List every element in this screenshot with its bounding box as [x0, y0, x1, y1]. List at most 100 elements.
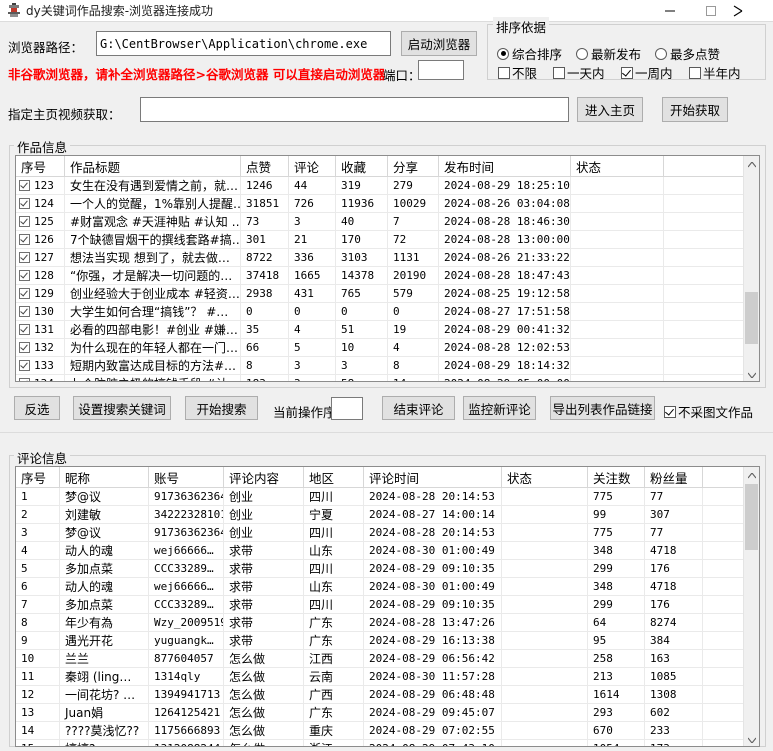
table-row[interactable]: 128 “你强，才是解决一切问题的… 37418 1665 14378 20190 2024…: [16, 267, 759, 285]
comments-grid[interactable]: 序号 昵称 账号 评论内容 地区 评论时间 状态 关注数 粉丝量 1 梦@议 917…: [15, 466, 760, 747]
row-checkbox-icon[interactable]: [19, 306, 30, 317]
table-row[interactable]: 124 一个人的觉醒，1%靠别人提醒… 31851 726 11936 10029 2024…: [16, 195, 759, 213]
works-scrollbar[interactable]: [743, 156, 759, 381]
works-cell-shares: 4: [388, 339, 439, 356]
maximize-button[interactable]: [690, 0, 731, 21]
table-row[interactable]: 15婷婷?1312088244怎么做浙江2024-08-29 07:43:10 1…: [16, 740, 759, 746]
start-search-button[interactable]: 开始搜索: [185, 396, 258, 420]
works-cell-likes: 1246: [241, 177, 289, 194]
works-col-likes[interactable]: 点赞: [241, 156, 289, 176]
works-col-shares[interactable]: 分享: [388, 156, 439, 176]
skip-image-works-checkbox[interactable]: 不采图文作品: [664, 402, 753, 421]
works-col-status[interactable]: 状态: [571, 156, 664, 176]
row-checkbox-icon[interactable]: [19, 360, 30, 371]
port-input[interactable]: [418, 60, 464, 80]
row-checkbox-icon[interactable]: [19, 378, 30, 381]
works-col-extra[interactable]: [664, 156, 745, 176]
scroll-up-icon[interactable]: [744, 467, 759, 484]
scroll-down-icon[interactable]: [744, 366, 759, 381]
table-row[interactable]: 1 梦@议 91736362364 创业 四川 2024-08-28 20:14:53 77…: [16, 488, 759, 506]
table-row[interactable]: 129 创业经验大于创业成本 #轻资… 2938 431 765 579 2024-08-2…: [16, 285, 759, 303]
comments-col-nickname[interactable]: 昵称: [60, 467, 149, 487]
start-fetch-button[interactable]: 开始获取: [662, 97, 728, 122]
row-checkbox-icon[interactable]: [19, 288, 30, 299]
table-row[interactable]: 13 Juan娟 1264125421 怎么做 广东 2024-08-29 09:45:0…: [16, 704, 759, 722]
launch-browser-button[interactable]: 启动浏览器: [401, 31, 477, 56]
comments-col-fans[interactable]: 粉丝量: [645, 467, 703, 487]
invert-selection-button[interactable]: 反选: [14, 396, 60, 420]
minimize-button[interactable]: [649, 0, 690, 21]
table-row[interactable]: 8 年少有為 Wzy_2009519 求带 广东 2024-08-28 13:47:26 6…: [16, 614, 759, 632]
scroll-down-icon[interactable]: [744, 731, 759, 746]
table-row[interactable]: 123 女生在没有遇到爱情之前，就… 1246 44 319 279 2024-08-29 …: [16, 177, 759, 195]
row-checkbox-icon[interactable]: [19, 234, 30, 245]
browser-path-input[interactable]: G:\CentBrowser\Application\chrome.exe: [96, 31, 391, 56]
homepage-input[interactable]: [140, 97, 569, 122]
row-checkbox-icon[interactable]: [19, 216, 30, 227]
row-checkbox-icon[interactable]: [19, 252, 30, 263]
works-col-favorites[interactable]: 收藏: [336, 156, 388, 176]
table-row[interactable]: 3 梦@议 91736362364 创业 四川 2024-08-28 20:14:53 77…: [16, 524, 759, 542]
works-col-title[interactable]: 作品标题: [65, 156, 241, 176]
comments-col-account[interactable]: 账号: [149, 467, 224, 487]
works-grid[interactable]: 序号 作品标题 点赞 评论 收藏 分享 发布时间 状态 123 女生在没有遇到爱情…: [15, 155, 760, 382]
comments-col-region[interactable]: 地区: [304, 467, 364, 487]
monitor-comment-button[interactable]: 监控新评论: [463, 396, 536, 420]
time-checkbox-one-day[interactable]: 一天内: [553, 63, 605, 82]
works-col-time[interactable]: 发布时间: [439, 156, 571, 176]
table-row[interactable]: 7 多加点菜 CCC33289… 求带 四川 2024-08-29 09:10:35 299…: [16, 596, 759, 614]
export-links-button[interactable]: 导出列表作品链接: [550, 396, 655, 420]
table-row[interactable]: 5 多加点菜 CCC33289… 求带 四川 2024-08-29 09:10:35 299…: [16, 560, 759, 578]
table-row[interactable]: 132 为什么现在的年轻人都在一门… 66 5 10 4 2024-08-28 12:02:…: [16, 339, 759, 357]
works-row-index: 133: [34, 359, 54, 372]
table-row[interactable]: 133 短期内致富达成目标的方法#… 8 3 3 8 2024-08-29 18:14:32: [16, 357, 759, 375]
time-checkbox-half-year[interactable]: 半年内: [689, 63, 741, 82]
comments-col-following[interactable]: 关注数: [588, 467, 645, 487]
set-keyword-button[interactable]: 设置搜索关键词: [73, 396, 171, 420]
table-row[interactable]: 14 ????莫浅忆?? 1175666893 怎么做 重庆 2024-08-29 07:…: [16, 722, 759, 740]
row-checkbox-icon[interactable]: [19, 342, 30, 353]
table-row[interactable]: 9 遇光开花 yuguangk… 求带 广东 2024-08-29 16:13:38 95 3…: [16, 632, 759, 650]
row-checkbox-icon[interactable]: [19, 180, 30, 191]
sort-radio-comprehensive[interactable]: 综合排序: [497, 44, 562, 63]
works-cell-likes: 35: [241, 321, 289, 338]
table-row[interactable]: 11 秦翊 (ling… 1314qly 怎么做 云南 2024-08-30 11:57:…: [16, 668, 759, 686]
table-row[interactable]: 125 #财富观念 #天涯神贴 #认知 … 73 3 40 7 2024-08-28 18:…: [16, 213, 759, 231]
comments-scroll-thumb[interactable]: [745, 484, 758, 550]
table-row[interactable]: 4 动人的魂 wej66666… 求带 山东 2024-08-30 01:00:49 348…: [16, 542, 759, 560]
works-cell-comments: 3: [289, 213, 336, 230]
row-checkbox-icon[interactable]: [19, 198, 30, 209]
works-col-index[interactable]: 序号: [16, 156, 65, 176]
table-row[interactable]: 12 一间花坊? … 1394941713 怎么做 广西 2024-08-29 06:48…: [16, 686, 759, 704]
comments-scrollbar[interactable]: [743, 467, 759, 746]
comments-col-time[interactable]: 评论时间: [364, 467, 502, 487]
row-checkbox-icon[interactable]: [19, 270, 30, 281]
table-row[interactable]: 134 七个肮脏之极的搞钱手段 #认…183358142024-08-29 05:…: [16, 375, 759, 381]
table-row[interactable]: 126 7个缺德冒烟干的撰线套路#搞… 301 21 170 72 2024-08-28 1…: [16, 231, 759, 249]
table-row[interactable]: 10 兰兰 877604057 怎么做 江西 2024-08-29 06:56:42 258…: [16, 650, 759, 668]
comments-col-index[interactable]: 序号: [16, 467, 60, 487]
comments-col-content[interactable]: 评论内容: [224, 467, 304, 487]
table-row[interactable]: 130 大学生如何合理“搞钱”？ #… 0 0 0 0 2024-08-27 17:51:5…: [16, 303, 759, 321]
comments-cell-account: yuguangk…: [149, 632, 224, 649]
sort-radio-newest[interactable]: 最新发布: [576, 44, 641, 63]
table-row[interactable]: 127 想法当实现 想到了，就去做… 8722 336 3103 1131 2024-08-…: [16, 249, 759, 267]
comments-cell-account: CCC33289…: [149, 560, 224, 577]
table-row[interactable]: 6 动人的魂 wej66666… 求带 山东 2024-08-30 01:00:49 348…: [16, 578, 759, 596]
table-row[interactable]: 2 刘建敏 34222328101 创业 宁夏 2024-08-27 14:00:14 99…: [16, 506, 759, 524]
enter-homepage-button[interactable]: 进入主页: [577, 97, 643, 122]
comments-cell-account: wej66666…: [149, 578, 224, 595]
works-scroll-thumb[interactable]: [745, 292, 758, 344]
current-index-input[interactable]: [331, 397, 363, 420]
time-checkbox-one-week[interactable]: 一周内: [621, 63, 673, 82]
table-row[interactable]: 131 必看的四部电影！#创业 #嫌… 35 4 51 19 2024-08-29 00:4…: [16, 321, 759, 339]
close-button[interactable]: [731, 0, 773, 21]
end-comment-button[interactable]: 结束评论: [382, 396, 455, 420]
works-col-comments[interactable]: 评论: [289, 156, 336, 176]
row-checkbox-icon[interactable]: [19, 324, 30, 335]
time-checkbox-unlimited[interactable]: 不限: [498, 63, 537, 82]
comments-cell-account: 91736362364: [149, 488, 224, 505]
scroll-up-icon[interactable]: [744, 156, 759, 173]
sort-radio-most-likes[interactable]: 最多点赞: [655, 44, 720, 63]
comments-col-status[interactable]: 状态: [502, 467, 588, 487]
